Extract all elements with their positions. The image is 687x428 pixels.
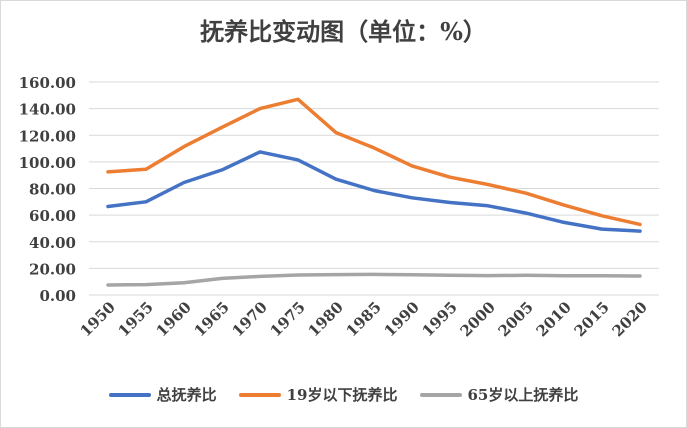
legend-item: 65岁以上抚养比 bbox=[419, 384, 579, 405]
x-tick-label: 1995 bbox=[419, 298, 461, 340]
y-tick-label: 20.00 bbox=[29, 260, 76, 278]
legend-item: 19岁以下抚养比 bbox=[238, 384, 398, 405]
x-tick-label: 2005 bbox=[495, 298, 537, 340]
y-tick-label: 60.00 bbox=[29, 207, 76, 225]
chart-title: 抚养比变动图（单位：%） bbox=[200, 17, 487, 46]
y-tick-label: 120.00 bbox=[19, 127, 76, 145]
x-tick-label: 1950 bbox=[77, 298, 119, 340]
x-tick-label: 2010 bbox=[533, 298, 575, 340]
x-tick-label: 2020 bbox=[609, 298, 651, 340]
legend-label: 65岁以上抚养比 bbox=[467, 386, 579, 404]
x-tick-label: 1975 bbox=[267, 298, 309, 340]
x-tick-label: 1985 bbox=[343, 298, 385, 340]
y-tick-label: 0.00 bbox=[39, 287, 76, 305]
legend-item: 总抚养比 bbox=[108, 384, 217, 405]
series-line-0 bbox=[106, 150, 642, 233]
x-tick-label: 1980 bbox=[305, 298, 347, 340]
chart-legend: 总抚养比 19岁以下抚养比 65岁以上抚养比 bbox=[0, 384, 687, 405]
y-tick-label: 160.00 bbox=[19, 74, 76, 92]
x-tick-label: 1955 bbox=[115, 298, 157, 340]
x-tick-label: 1990 bbox=[381, 298, 423, 340]
legend-swatch bbox=[419, 392, 462, 397]
y-tick-label: 140.00 bbox=[19, 101, 76, 119]
series-line-2 bbox=[106, 272, 642, 287]
x-tick-label: 2015 bbox=[571, 298, 613, 340]
x-tick-label: 1970 bbox=[229, 298, 271, 340]
legend-swatch bbox=[108, 392, 151, 397]
legend-label: 19岁以下抚养比 bbox=[286, 386, 398, 404]
y-tick-label: 80.00 bbox=[29, 181, 76, 199]
x-tick-label: 2000 bbox=[457, 298, 499, 340]
x-tick-label: 1965 bbox=[191, 298, 233, 340]
legend-swatch bbox=[238, 392, 281, 397]
x-tick-label: 1960 bbox=[153, 298, 195, 340]
legend-label: 总抚养比 bbox=[156, 386, 217, 404]
y-tick-label: 40.00 bbox=[29, 234, 76, 252]
y-tick-label: 100.00 bbox=[19, 154, 76, 172]
